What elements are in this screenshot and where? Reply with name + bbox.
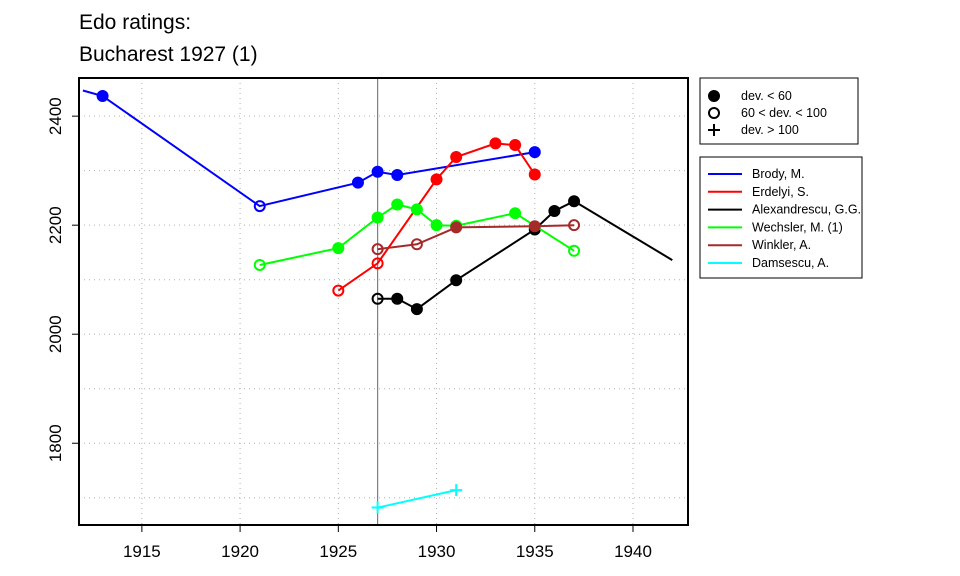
data-point: [430, 219, 443, 232]
data-point: [371, 165, 384, 178]
y-tick-label: 2400: [46, 97, 65, 135]
data-point: [568, 219, 581, 232]
series-line: [377, 224, 575, 251]
data-point: [528, 146, 541, 159]
series-group: [82, 89, 541, 213]
series-legend-label: Brody, M.: [752, 167, 805, 181]
data-point: [450, 274, 463, 287]
y-tick-label: 2200: [46, 206, 65, 244]
data-point: [391, 198, 404, 211]
series-legend: Brody, M. Erdelyi, S. Alexandrescu, G.G. We…: [699, 156, 863, 279]
data-point: [568, 195, 581, 208]
data-point: [410, 238, 423, 251]
data-point: [509, 207, 522, 220]
series-line: [377, 489, 457, 509]
symbol-legend-label: 60 < dev. < 100: [741, 106, 827, 120]
data-point: [708, 107, 720, 119]
data-point: [371, 292, 384, 305]
series-line: [377, 200, 673, 311]
data-point: [371, 501, 384, 514]
data-point: [528, 220, 541, 233]
series-legend-box: [699, 156, 863, 279]
series-line: [82, 89, 535, 208]
x-tick-label: 1925: [319, 542, 357, 561]
data-point: [410, 203, 423, 216]
x-tick-label: 1935: [516, 542, 554, 561]
data-point: [509, 139, 522, 152]
symbol-legend-label: dev. < 60: [741, 89, 792, 103]
data-point: [708, 90, 720, 102]
x-tick-label: 1915: [123, 542, 161, 561]
data-point: [391, 169, 404, 182]
data-point: [332, 284, 345, 297]
data-point: [253, 258, 266, 271]
data-point: [450, 484, 463, 497]
symbol-legend-label: dev. > 100: [741, 123, 799, 137]
data-point: [708, 124, 720, 136]
x-tick-label: 1940: [614, 542, 652, 561]
data-point: [332, 242, 345, 255]
x-axis: 1915 1920 1925 1930 1935 1940: [123, 525, 652, 561]
x-tick-label: 1930: [418, 542, 456, 561]
x-tick-label: 1920: [221, 542, 259, 561]
data-point: [430, 173, 443, 186]
y-axis: 1800 2000 2200 2400: [46, 97, 79, 462]
series-group: [332, 137, 541, 297]
data-point: [489, 137, 502, 150]
grid: [79, 78, 688, 525]
data-point: [528, 168, 541, 181]
data-point: [391, 292, 404, 305]
data-point: [371, 243, 384, 256]
data-point: [253, 200, 266, 213]
symbol-legend: dev. < 60 60 < dev. < 100 dev. > 100: [699, 77, 859, 145]
data-point: [351, 176, 364, 189]
series-group: [371, 484, 463, 514]
series-legend-label: Damsescu, A.: [752, 256, 829, 270]
series-layer: [82, 89, 673, 514]
plot-frame: [78, 77, 689, 526]
data-point: [371, 211, 384, 224]
series-legend-label: Alexandrescu, G.G.: [752, 203, 861, 217]
series-legend-label: Winkler, A.: [752, 238, 811, 252]
series-legend-label: Erdelyi, S.: [752, 185, 809, 199]
series-legend-label: Wechsler, M. (1): [752, 220, 843, 234]
data-point: [96, 89, 109, 102]
data-point: [568, 244, 581, 257]
data-point: [410, 303, 423, 316]
chart-title: Edo ratings:: [79, 11, 191, 34]
data-point: [450, 221, 463, 234]
data-point: [450, 151, 463, 164]
chart-subtitle: Bucharest 1927 (1): [79, 43, 258, 66]
data-point: [548, 205, 561, 218]
series-group: [371, 219, 581, 256]
series-group: [253, 198, 581, 271]
symbol-legend-box: [699, 77, 859, 145]
y-tick-label: 1800: [46, 424, 65, 462]
y-tick-label: 2000: [46, 315, 65, 353]
data-point: [371, 257, 384, 270]
